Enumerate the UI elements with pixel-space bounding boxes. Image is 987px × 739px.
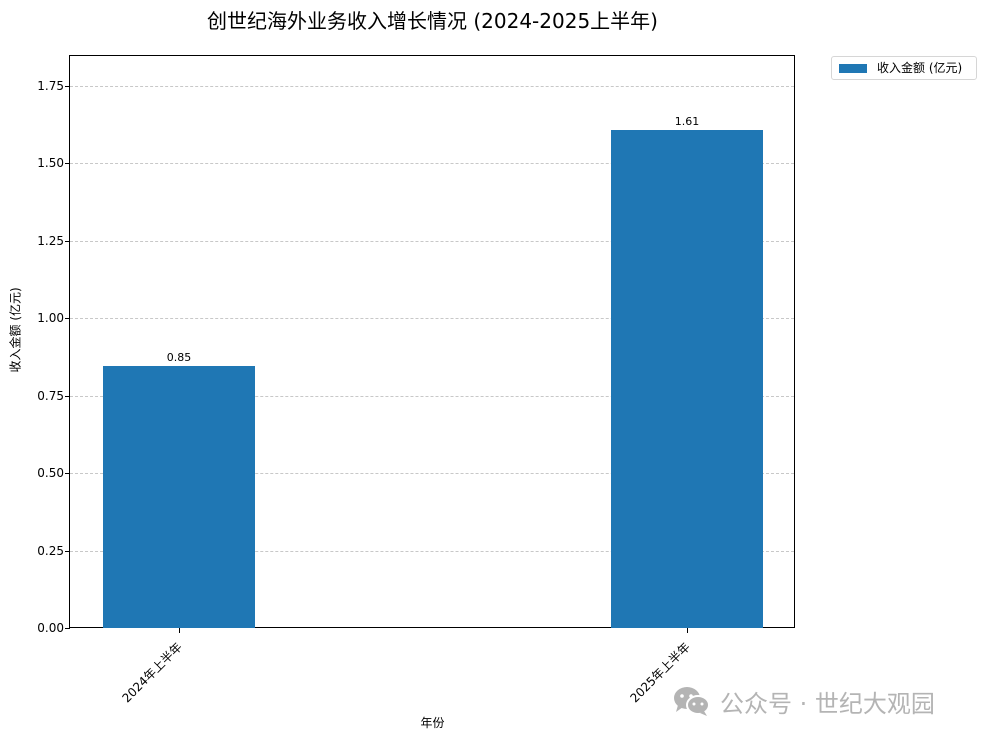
bar-value-label: 0.85 bbox=[166, 350, 192, 364]
y-tick bbox=[65, 318, 70, 320]
bar-value-label: 1.61 bbox=[674, 115, 700, 129]
gridline bbox=[70, 85, 794, 87]
legend: 收入金额 (亿元) bbox=[831, 56, 977, 80]
y-tick bbox=[65, 473, 70, 475]
y-tick bbox=[65, 550, 70, 552]
y-tick-label: 1.00 bbox=[37, 311, 64, 326]
gridline bbox=[70, 550, 794, 552]
chart-title: 创世纪海外业务收入增长情况 (2024-2025上半年) bbox=[207, 9, 658, 33]
gridline bbox=[70, 163, 794, 165]
y-tick-label: 1.75 bbox=[37, 78, 64, 93]
y-tick-label: 0.75 bbox=[37, 388, 64, 403]
legend-swatch bbox=[839, 64, 867, 73]
y-tick-label: 0.50 bbox=[37, 466, 64, 481]
y-tick-label: 1.50 bbox=[37, 156, 64, 171]
y-tick-label: 1.25 bbox=[37, 233, 64, 248]
y-tick-label: 0.00 bbox=[37, 621, 64, 635]
legend-label: 收入金额 (亿元) bbox=[877, 61, 963, 75]
y-tick bbox=[65, 85, 70, 87]
y-tick bbox=[65, 240, 70, 242]
y-tick bbox=[65, 163, 70, 165]
y-tick bbox=[65, 628, 70, 629]
bar bbox=[611, 130, 763, 628]
x-tick bbox=[179, 628, 180, 633]
gridline bbox=[70, 395, 794, 397]
x-axis-label: 年份 bbox=[420, 716, 445, 730]
watermark: 公众号 · 世纪大观园 bbox=[672, 684, 935, 718]
y-tick bbox=[65, 395, 70, 397]
plot-area: 收入金额 (亿元) 0.00 0.25 0.50 0.75 1.00 1.25 1.50 1.… bbox=[9, 55, 795, 635]
gridline bbox=[70, 240, 794, 242]
x-tick-label: 2024年上半年 bbox=[119, 639, 185, 706]
wechat-icon bbox=[672, 685, 712, 717]
x-tick bbox=[687, 628, 688, 633]
y-tick-label: 0.25 bbox=[37, 543, 64, 558]
gridline bbox=[70, 318, 794, 320]
watermark-text: 公众号 · 世纪大观园 bbox=[720, 689, 935, 718]
bar bbox=[103, 365, 255, 628]
gridline bbox=[70, 473, 794, 475]
